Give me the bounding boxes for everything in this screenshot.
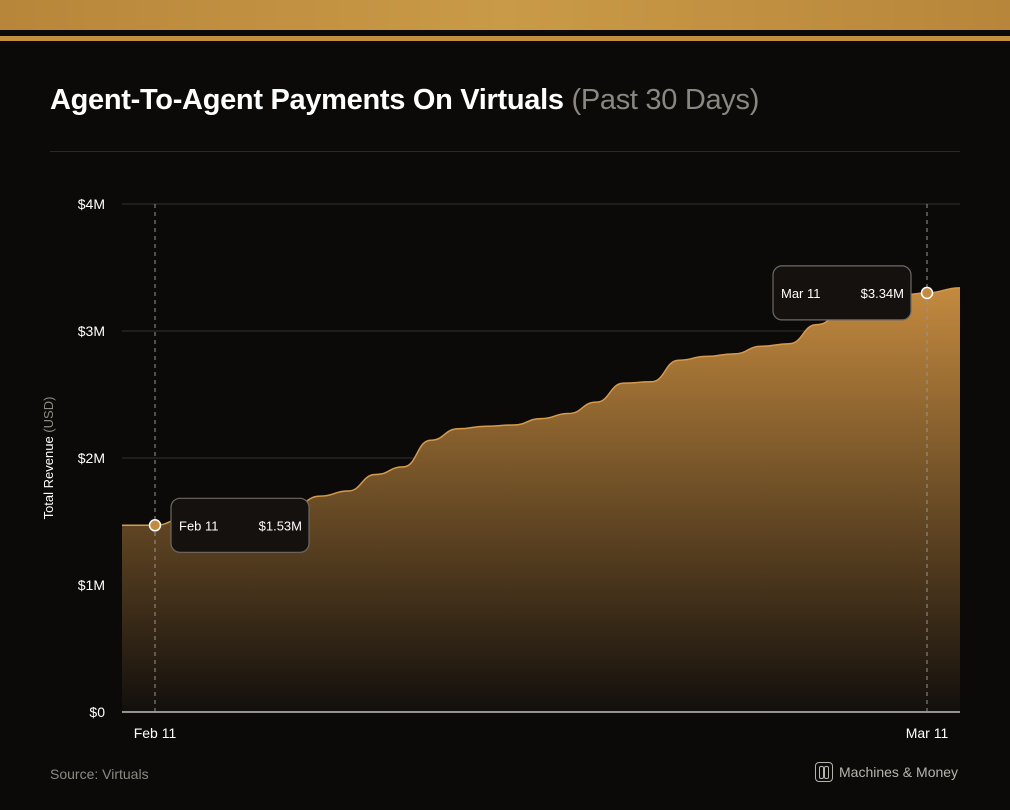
- revenue-area-fill: [122, 287, 960, 712]
- chart-title: Agent-To-Agent Payments On Virtuals (Pas…: [50, 84, 759, 117]
- x-tick-label: Feb 11: [134, 725, 177, 741]
- annotation-point: [148, 519, 162, 532]
- annotation-date: Mar 11: [781, 286, 821, 301]
- annotation-box: [772, 265, 912, 321]
- y-tick-label: $0: [89, 704, 105, 720]
- chart-title-period: (Past 30 Days): [571, 84, 760, 116]
- top-decorative-band: [0, 0, 1010, 30]
- annotation-box: [170, 497, 310, 553]
- annotation-date: Feb 11: [179, 518, 219, 533]
- machines-money-logo-icon: [815, 762, 833, 782]
- annotations: Feb 11 $1.53M Mar 11 $3.34M: [148, 204, 934, 712]
- annotation-value: $1.53M: [259, 518, 302, 533]
- source-label: Source: Virtuals: [50, 766, 149, 782]
- chart-title-main: Agent-To-Agent Payments On Virtuals: [50, 84, 564, 116]
- title-divider: [50, 151, 960, 152]
- y-axis-label: Total Revenue (USD): [41, 397, 56, 520]
- axes: $0 $1M $2M $3M $4M Total Revenue (USD) Feb 11 M…: [41, 196, 960, 741]
- x-tick-label: Mar 11: [906, 725, 949, 741]
- y-tick-label: $2M: [78, 450, 105, 466]
- annotation-point: [920, 286, 934, 300]
- y-tick-label: $3M: [78, 323, 105, 339]
- brand-name: Machines & Money: [839, 764, 959, 780]
- y-tick-label: $4M: [78, 196, 105, 212]
- annotation-value: $3.34M: [861, 286, 904, 301]
- top-decorative-line: [0, 36, 1010, 41]
- y-tick-label: $1M: [78, 577, 105, 593]
- brand: Machines & Money: [815, 762, 958, 782]
